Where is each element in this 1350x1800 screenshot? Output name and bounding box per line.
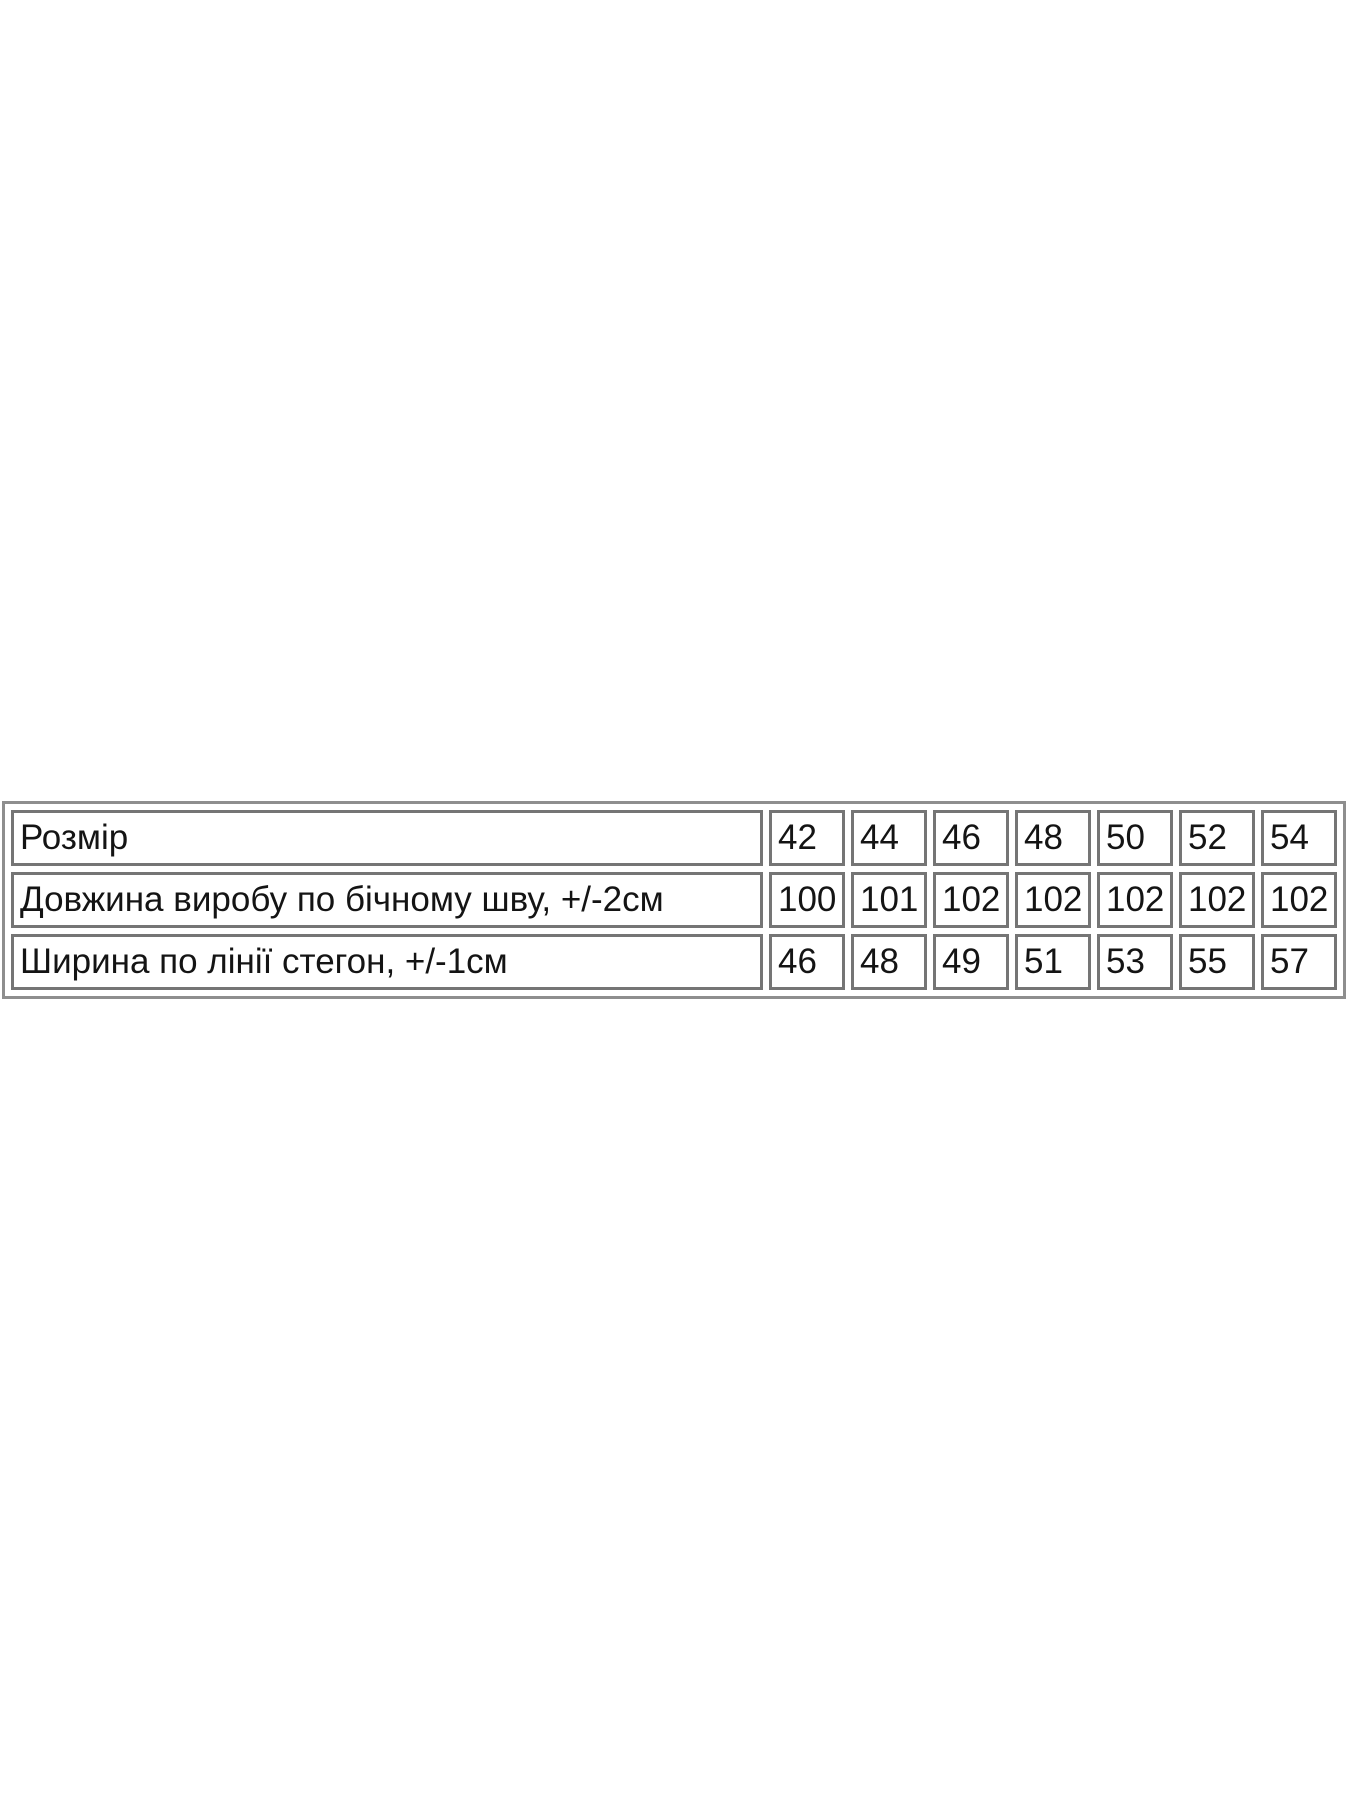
length-value-cell: 102: [1179, 872, 1255, 928]
row-label-hip-width: Ширина по лінії стегон, +/-1см: [11, 934, 763, 990]
size-table: Розмір 42 44 46 48 50 52 54 Довжина виро…: [2, 801, 1346, 999]
size-value-cell: 48: [1015, 810, 1091, 866]
size-value-cell: 50: [1097, 810, 1173, 866]
size-value-cell: 54: [1261, 810, 1337, 866]
hip-width-value-cell: 48: [851, 934, 927, 990]
length-value-cell: 102: [1097, 872, 1173, 928]
table-row-hip-width: Ширина по лінії стегон, +/-1см 46 48 49 …: [11, 934, 1337, 990]
table-row-length: Довжина виробу по бічному шву, +/-2см 10…: [11, 872, 1337, 928]
hip-width-value-cell: 57: [1261, 934, 1337, 990]
row-label-length: Довжина виробу по бічному шву, +/-2см: [11, 872, 763, 928]
hip-width-value-cell: 53: [1097, 934, 1173, 990]
hip-width-value-cell: 49: [933, 934, 1009, 990]
size-value-cell: 42: [769, 810, 845, 866]
length-value-cell: 101: [851, 872, 927, 928]
length-value-cell: 102: [933, 872, 1009, 928]
length-value-cell: 102: [1015, 872, 1091, 928]
table-row-sizes: Розмір 42 44 46 48 50 52 54: [11, 810, 1337, 866]
size-value-cell: 52: [1179, 810, 1255, 866]
length-value-cell: 100: [769, 872, 845, 928]
hip-width-value-cell: 51: [1015, 934, 1091, 990]
row-label-size: Розмір: [11, 810, 763, 866]
hip-width-value-cell: 55: [1179, 934, 1255, 990]
size-value-cell: 44: [851, 810, 927, 866]
hip-width-value-cell: 46: [769, 934, 845, 990]
length-value-cell: 102: [1261, 872, 1337, 928]
size-value-cell: 46: [933, 810, 1009, 866]
